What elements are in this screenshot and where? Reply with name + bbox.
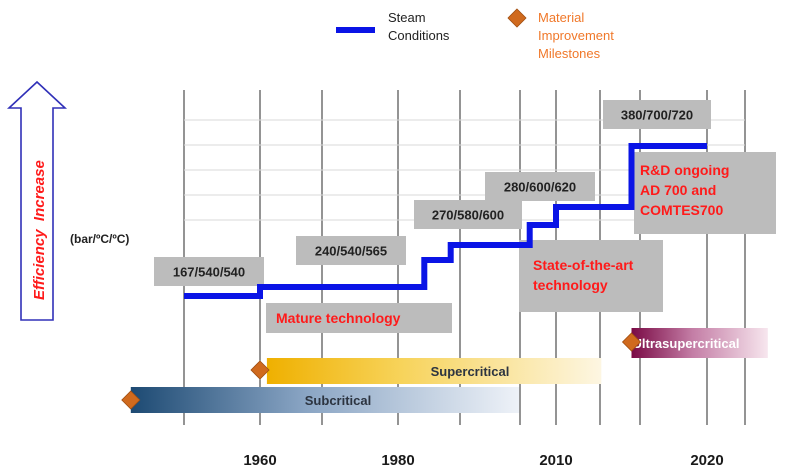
condition-label-box <box>154 257 264 286</box>
x-tick-label: 2020 <box>690 452 723 469</box>
label-boxes: 167/540/540 240/540/565 270/580/600280/600… <box>154 100 776 333</box>
annotation-text: COMTES700 <box>640 202 723 218</box>
milestone-diamond <box>621 332 642 352</box>
annotation-text: AD 700 and <box>640 182 716 198</box>
efficiency-arrow-shape <box>6 80 68 321</box>
efficiency-arrow: Efficiency Increase <box>6 80 68 321</box>
x-axis-ticks: 1960 1980 2010 2020 <box>243 452 723 469</box>
annotation-text: State-of-the-art <box>533 257 634 273</box>
condition-label-box <box>485 172 595 201</box>
x-tick-label: 1960 <box>243 452 276 469</box>
technology-band-ultrasupercritical <box>631 328 768 358</box>
condition-label: 167/540/540 <box>173 265 245 280</box>
condition-label: 270/580/600 <box>432 208 504 223</box>
milestone-diamond <box>121 390 141 410</box>
technology-band-supercritical <box>266 358 602 384</box>
legend: Steam Conditions Material Improvement Mi… <box>336 8 614 61</box>
steam-conditions-line <box>184 143 707 299</box>
technology-band-subcritical <box>130 387 520 413</box>
condition-label-box <box>603 100 711 129</box>
technology-band-label: Subcritical <box>305 393 371 408</box>
efficiency-arrow-label: Efficiency Increase <box>31 160 48 300</box>
annotation-box <box>634 152 776 234</box>
legend-label-material-1: Material <box>538 10 584 25</box>
legend-diamond-marker <box>507 8 527 28</box>
condition-label: 380/700/720 <box>621 108 693 123</box>
annotation-text: Mature technology <box>276 310 401 326</box>
annotation-box <box>266 303 452 333</box>
x-tick-label: 1980 <box>381 452 414 469</box>
condition-label-box <box>414 200 522 229</box>
legend-label-material-2: Improvement <box>538 28 614 43</box>
legend-label-steam-2: Conditions <box>388 28 450 43</box>
technology-band-label: Ultrasupercritical <box>633 336 740 351</box>
x-tick-label: 2010 <box>539 452 572 469</box>
condition-label: 240/540/565 <box>315 244 387 259</box>
technology-bands: Subcritical Supercritical Ultrasupercritic… <box>121 328 768 413</box>
condition-label-box <box>296 236 406 265</box>
legend-label-material-3: Milestones <box>538 46 601 61</box>
legend-label-steam-1: Steam <box>388 10 426 25</box>
condition-label: 280/600/620 <box>504 180 576 195</box>
annotation-box <box>519 240 663 312</box>
milestone-diamond <box>250 360 270 380</box>
annotation-text: R&D ongoing <box>640 162 729 178</box>
unit-label: (bar/ºC/ºC) <box>70 232 129 246</box>
technology-band-label: Supercritical <box>431 364 510 379</box>
steam-conditions-series <box>184 143 707 299</box>
annotation-text: technology <box>533 277 608 293</box>
